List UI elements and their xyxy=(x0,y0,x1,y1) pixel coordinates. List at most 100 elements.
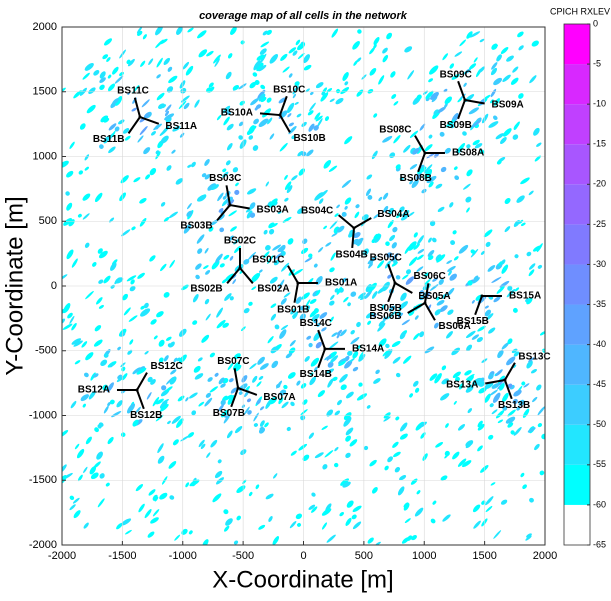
coverage-speckle xyxy=(243,258,250,265)
coverage-speckle xyxy=(477,423,485,431)
coverage-speckle xyxy=(154,496,159,502)
coverage-speckle xyxy=(201,334,210,343)
coverage-speckle xyxy=(278,279,285,289)
coverage-speckle xyxy=(437,206,445,212)
coverage-speckle xyxy=(367,320,372,325)
coverage-speckle xyxy=(353,231,361,239)
coverage-speckle xyxy=(309,298,317,304)
coverage-speckle xyxy=(444,96,453,105)
coverage-speckle xyxy=(168,211,179,219)
coverage-speckle xyxy=(533,127,540,136)
cell-label: BS14A xyxy=(352,344,384,355)
y-axis-label: Y-Coordinate [m] xyxy=(1,196,28,375)
coverage-speckle xyxy=(358,382,363,387)
coverage-speckle xyxy=(385,241,390,246)
coverage-speckle xyxy=(441,378,449,385)
coverage-speckle xyxy=(311,492,316,497)
coverage-speckle xyxy=(385,343,390,349)
coverage-speckle xyxy=(363,445,369,451)
coverage-speckle xyxy=(396,212,402,219)
coverage-speckle xyxy=(483,229,493,238)
x-tick-label: -2000 xyxy=(48,550,76,562)
coverage-speckle xyxy=(98,279,104,284)
coverage-speckle xyxy=(433,109,439,115)
coverage-speckle xyxy=(97,248,103,254)
coverage-speckle xyxy=(311,506,318,513)
coverage-speckle xyxy=(119,71,124,77)
coverage-speckle xyxy=(308,342,313,348)
coverage-speckle xyxy=(210,439,218,448)
coverage-speckle xyxy=(480,464,489,473)
coverage-speckle xyxy=(507,285,513,291)
sector xyxy=(407,302,426,314)
sector xyxy=(287,265,299,284)
coverage-speckle xyxy=(270,313,277,321)
coverage-speckle xyxy=(234,245,241,254)
coverage-speckle xyxy=(371,150,378,160)
coverage-speckle xyxy=(142,34,147,40)
coverage-speckle xyxy=(336,399,343,406)
colorbar-tick-label: -25 xyxy=(593,219,606,229)
coverage-speckle xyxy=(352,351,359,359)
coverage-speckle xyxy=(484,305,489,309)
coverage-speckle xyxy=(422,453,428,461)
coverage-speckle xyxy=(411,179,419,188)
coverage-speckle xyxy=(296,380,301,386)
coverage-speckle xyxy=(165,336,172,341)
coverage-speckle xyxy=(463,82,467,87)
coverage-speckle xyxy=(160,135,169,144)
sector xyxy=(338,214,355,229)
coverage-speckle xyxy=(336,225,345,233)
coverage-speckle xyxy=(294,81,300,86)
coverage-speckle xyxy=(468,107,480,115)
coverage-speckle xyxy=(447,309,454,315)
coverage-speckle xyxy=(395,275,401,280)
coverage-speckle xyxy=(493,296,501,303)
coverage-speckle xyxy=(69,495,75,501)
coverage-speckle xyxy=(520,472,525,478)
coverage-speckle xyxy=(408,211,415,217)
coverage-speckle xyxy=(500,499,508,505)
coverage-speckle xyxy=(223,413,231,424)
coverage-speckle xyxy=(272,536,280,545)
coverage-speckle xyxy=(443,102,448,109)
coverage-speckle xyxy=(224,273,234,282)
coverage-speckle xyxy=(366,174,373,180)
sector xyxy=(457,80,466,101)
sector xyxy=(503,379,513,400)
coverage-speckle xyxy=(123,128,130,134)
coverage-speckle xyxy=(257,356,265,365)
coverage-speckle xyxy=(452,451,460,460)
coverage-speckle xyxy=(159,400,168,409)
x-axis-label: X-Coordinate [m] xyxy=(212,566,393,593)
sector xyxy=(237,387,258,396)
coverage-speckle xyxy=(206,452,211,458)
plot-frame xyxy=(61,26,546,546)
coverage-speckle xyxy=(179,132,185,138)
coverage-speckle xyxy=(485,505,493,513)
coverage-speckle xyxy=(521,381,526,386)
coverage-speckle xyxy=(146,392,152,400)
cell-label: BS03A xyxy=(257,204,289,215)
coverage-speckle xyxy=(490,99,494,104)
coverage-speckle xyxy=(350,329,355,335)
sites: BS11A BS11B BS11C BS10A BS10B BS10C BS09A BS09B… xyxy=(78,69,551,421)
coverage-speckle xyxy=(514,254,519,259)
coverage-speckle xyxy=(345,391,354,399)
coverage-speckle xyxy=(493,530,502,539)
coverage-speckle xyxy=(92,261,97,267)
coverage-speckle xyxy=(416,266,424,272)
coverage-speckle xyxy=(323,159,332,169)
coverage-speckle xyxy=(472,277,480,284)
colorbar-segment xyxy=(564,384,590,425)
coverage-speckle xyxy=(167,420,171,425)
colorbar-segment xyxy=(564,184,590,225)
coverage-speckle xyxy=(299,305,305,311)
coverage-speckle xyxy=(132,367,142,375)
coverage-speckle xyxy=(234,426,243,434)
coverage-speckle xyxy=(384,349,393,359)
coverage-speckle xyxy=(157,443,164,454)
coverage-speckle xyxy=(325,242,332,247)
coverage-speckle xyxy=(371,290,378,299)
coverage-speckle xyxy=(488,327,496,334)
